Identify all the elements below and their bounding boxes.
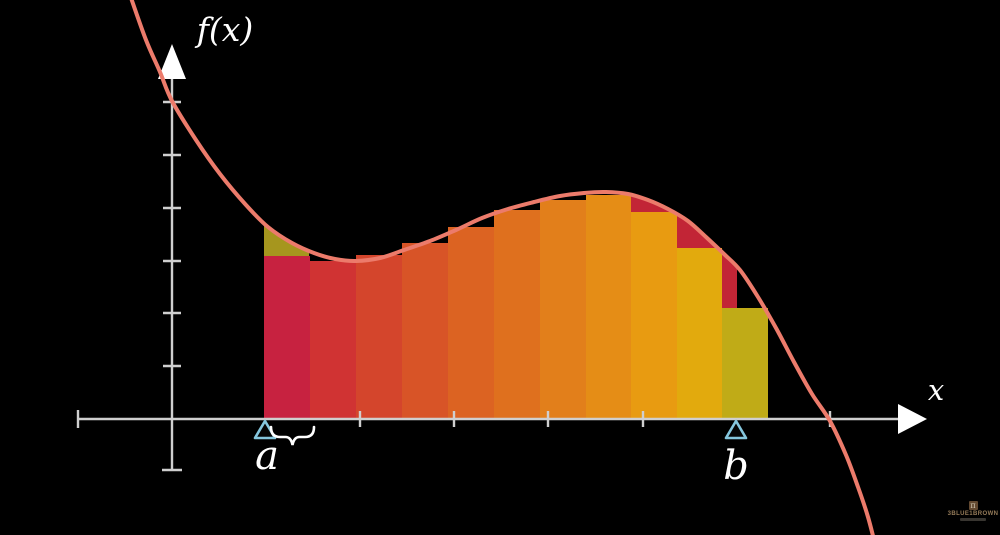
riemann-rect bbox=[677, 248, 722, 419]
x-axis-arrowhead bbox=[898, 404, 927, 434]
axes bbox=[76, 44, 927, 472]
watermark-subline bbox=[960, 518, 986, 521]
interval-end-label: b bbox=[723, 443, 749, 489]
interval-start-label: a bbox=[255, 433, 279, 479]
riemann-rect bbox=[722, 308, 768, 419]
channel-watermark: π 3BLUE1BROWN bbox=[948, 501, 998, 521]
marker-b-triangle bbox=[724, 419, 748, 440]
riemann-rect bbox=[494, 210, 540, 419]
interval-markers bbox=[253, 419, 748, 440]
riemann-rect bbox=[448, 227, 494, 419]
y-axis-arrowhead bbox=[158, 44, 186, 79]
riemann-rect bbox=[540, 200, 586, 419]
riemann-rectangles bbox=[264, 195, 768, 419]
riemann-rect bbox=[586, 195, 631, 419]
riemann-rect bbox=[310, 261, 356, 419]
riemann-rect bbox=[356, 255, 402, 419]
riemann-rect bbox=[631, 212, 677, 419]
dx-brace bbox=[269, 425, 316, 446]
x-axis-label: x bbox=[928, 373, 944, 407]
channel-wordmark: 3BLUE1BROWN bbox=[947, 511, 999, 517]
function-curve bbox=[129, 0, 875, 535]
riemann-rect bbox=[264, 256, 310, 419]
riemann-rect bbox=[402, 243, 448, 419]
y-axis-label: f(x) bbox=[194, 10, 254, 49]
pi-creature-icon: π bbox=[968, 501, 978, 510]
